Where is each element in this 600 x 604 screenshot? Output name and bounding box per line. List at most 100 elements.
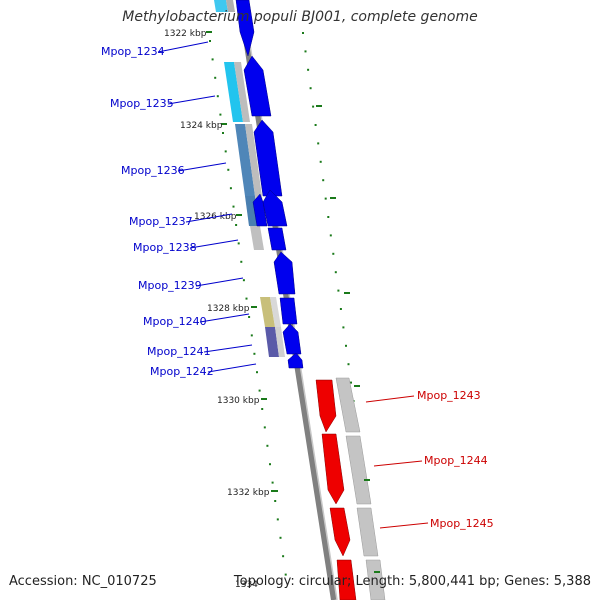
- cog-box: [234, 62, 250, 122]
- gene-arrow: [329, 507, 351, 557]
- gene-label-mpop-1235[interactable]: Mpop_1235: [110, 97, 174, 110]
- tick-dot: [256, 371, 258, 374]
- gene-label-mpop-1236[interactable]: Mpop_1236: [121, 164, 185, 177]
- tick-dot: [261, 408, 264, 410]
- gene-label-mpop-1244[interactable]: Mpop_1244: [424, 454, 488, 467]
- tick-dot: [319, 160, 322, 163]
- leader-line: [203, 344, 253, 353]
- tick-dot: [248, 316, 251, 318]
- cog-box: [345, 435, 372, 505]
- cog-box: [250, 226, 264, 250]
- gene-label-mpop-1237[interactable]: Mpop_1237: [129, 215, 193, 228]
- tick-dot: [274, 500, 277, 502]
- tick-label: 1334: [235, 580, 258, 590]
- tick-dot: [211, 58, 214, 61]
- tick-dot: [304, 50, 307, 53]
- leader-line: [379, 522, 429, 529]
- gene-arrow: [243, 55, 272, 117]
- gene-label-mpop-1243[interactable]: Mpop_1243: [417, 389, 481, 402]
- tick-dot: [327, 216, 330, 218]
- cog-box: [214, 0, 228, 12]
- gene-label-mpop-1239[interactable]: Mpop_1239: [138, 279, 202, 292]
- gene-label-mpop-1234[interactable]: Mpop_1234: [101, 45, 165, 58]
- gene-arrow: [235, 0, 255, 57]
- tick-dot: [216, 95, 219, 98]
- tick-dot: [282, 555, 285, 558]
- gene-arrow: [262, 189, 288, 227]
- tick-dot: [271, 481, 274, 484]
- tick-dot: [317, 142, 320, 145]
- tick-dot: [276, 518, 279, 521]
- tick-dot: [229, 187, 232, 190]
- tick-dot: [266, 444, 269, 447]
- cog-box: [275, 327, 285, 357]
- tick-dot: [232, 205, 235, 208]
- tick-dot: [334, 271, 337, 274]
- tick-dot: [237, 242, 240, 245]
- gene-label-mpop-1242[interactable]: Mpop_1242: [150, 365, 214, 378]
- tick-dot: [258, 389, 261, 392]
- tick-dot: [350, 381, 352, 384]
- tick-label: 1328 kbp: [207, 304, 250, 314]
- tick-dot: [339, 308, 342, 310]
- tick-label: 1330 kbp: [217, 396, 260, 406]
- gene-label-mpop-1241[interactable]: Mpop_1241: [147, 345, 211, 358]
- tick-dot: [240, 260, 243, 263]
- tick-dot: [342, 326, 345, 329]
- minus-gene-track: [235, 0, 304, 369]
- leader-line: [185, 213, 233, 223]
- gene-arrow: [253, 119, 283, 197]
- tick-dot: [263, 426, 266, 429]
- tick-dot: [245, 297, 248, 300]
- leader-line: [373, 460, 423, 467]
- tick-dot: [242, 279, 245, 282]
- tick-dot: [322, 179, 325, 182]
- genome-summary-text: Topology: circular; Length: 5,800,441 bp…: [233, 574, 591, 589]
- tick-dot: [250, 334, 253, 337]
- cog-box: [226, 0, 235, 12]
- cog-box: [356, 507, 379, 557]
- leader-line: [167, 95, 216, 105]
- inner-tick-ring: [209, 40, 287, 576]
- tick-label: 1322 kbp: [164, 29, 207, 39]
- tick-dot: [307, 68, 310, 71]
- tick-dot: [219, 113, 222, 116]
- tick-dot: [337, 289, 340, 292]
- outer-major-ticks: [316, 105, 380, 573]
- leader-line: [207, 363, 257, 373]
- tick-dot: [253, 352, 256, 355]
- tick-dot: [284, 573, 287, 576]
- leader-line: [195, 277, 244, 287]
- tick-dot: [332, 252, 335, 255]
- tick-dot: [214, 76, 217, 79]
- leader-line: [365, 395, 415, 403]
- cog-box: [224, 62, 243, 122]
- gene-arrow: [315, 379, 337, 433]
- cog-box: [265, 327, 279, 357]
- leader-line: [199, 313, 250, 323]
- tick-dot: [279, 536, 282, 539]
- tick-dot: [329, 234, 332, 237]
- gene-arrow: [273, 251, 296, 295]
- gene-arrow: [252, 193, 268, 227]
- tick-dot: [227, 168, 230, 171]
- cog-box: [245, 124, 262, 196]
- tick-dot: [302, 32, 304, 34]
- gene-arrow: [279, 297, 298, 325]
- tick-dot: [235, 224, 238, 226]
- tick-dot: [314, 124, 317, 126]
- gene-label-mpop-1238[interactable]: Mpop_1238: [133, 241, 197, 254]
- cog-box: [270, 297, 281, 327]
- plus-gene-track: [315, 377, 386, 601]
- accession-text: Accession: NC_010725: [9, 574, 157, 589]
- tick-dot: [224, 150, 227, 153]
- cog-box: [235, 124, 255, 196]
- gene-labels: Mpop_1234 Mpop_1235 Mpop_1236 Mpop_1237 …: [101, 41, 494, 530]
- gene-label-mpop-1245[interactable]: Mpop_1245: [430, 517, 494, 530]
- cog-box: [335, 377, 361, 433]
- gene-label-mpop-1240[interactable]: Mpop_1240: [143, 315, 207, 328]
- leader-line: [177, 162, 227, 172]
- gene-arrow: [282, 323, 302, 355]
- tick-dot: [324, 197, 327, 200]
- tick-dot: [269, 463, 271, 466]
